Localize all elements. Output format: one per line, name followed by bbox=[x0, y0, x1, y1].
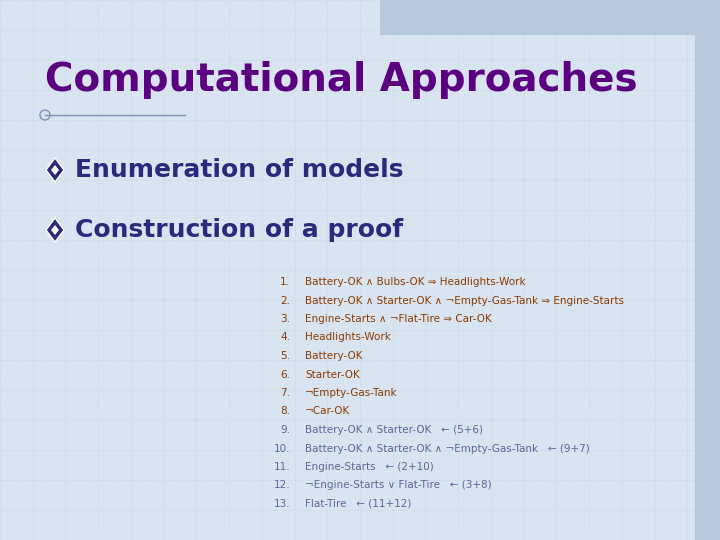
Text: 3.: 3. bbox=[280, 314, 290, 324]
Text: Battery-OK ∧ Starter-OK ∧ ¬Empty-Gas-Tank   ← (9+7): Battery-OK ∧ Starter-OK ∧ ¬Empty-Gas-Tan… bbox=[305, 443, 590, 454]
Bar bbox=[695, 35, 720, 540]
Text: 5.: 5. bbox=[280, 351, 290, 361]
Text: Headlights-Work: Headlights-Work bbox=[305, 333, 391, 342]
Text: Battery-OK ∧ Starter-OK ∧ ¬Empty-Gas-Tank ⇒ Engine-Starts: Battery-OK ∧ Starter-OK ∧ ¬Empty-Gas-Tan… bbox=[305, 295, 624, 306]
Text: 2.: 2. bbox=[280, 295, 290, 306]
Text: Engine-Starts ∧ ¬Flat-Tire ⇒ Car-OK: Engine-Starts ∧ ¬Flat-Tire ⇒ Car-OK bbox=[305, 314, 492, 324]
Text: Enumeration of models: Enumeration of models bbox=[75, 158, 403, 182]
Text: ¬Car-OK: ¬Car-OK bbox=[305, 407, 350, 416]
Text: Flat-Tire   ← (11+12): Flat-Tire ← (11+12) bbox=[305, 499, 411, 509]
Polygon shape bbox=[51, 165, 59, 175]
Text: Computational Approaches: Computational Approaches bbox=[45, 61, 638, 99]
Text: 1.: 1. bbox=[280, 277, 290, 287]
Text: 13.: 13. bbox=[274, 499, 290, 509]
Text: ¬Empty-Gas-Tank: ¬Empty-Gas-Tank bbox=[305, 388, 397, 398]
Text: 9.: 9. bbox=[280, 425, 290, 435]
Text: 8.: 8. bbox=[280, 407, 290, 416]
Text: 12.: 12. bbox=[274, 481, 290, 490]
Text: Starter-OK: Starter-OK bbox=[305, 369, 360, 380]
Text: Battery-OK ∧ Bulbs-OK ⇒ Headlights-Work: Battery-OK ∧ Bulbs-OK ⇒ Headlights-Work bbox=[305, 277, 526, 287]
Text: 6.: 6. bbox=[280, 369, 290, 380]
Text: Engine-Starts   ← (2+10): Engine-Starts ← (2+10) bbox=[305, 462, 433, 472]
Text: 10.: 10. bbox=[274, 443, 290, 454]
Text: ¬Engine-Starts ∨ Flat-Tire   ← (3+8): ¬Engine-Starts ∨ Flat-Tire ← (3+8) bbox=[305, 481, 492, 490]
Polygon shape bbox=[46, 218, 64, 242]
Bar bbox=[380, 0, 720, 35]
Text: 11.: 11. bbox=[274, 462, 290, 472]
Text: Construction of a proof: Construction of a proof bbox=[75, 218, 403, 242]
Polygon shape bbox=[46, 158, 64, 182]
Text: Battery-OK: Battery-OK bbox=[305, 351, 362, 361]
Text: 7.: 7. bbox=[280, 388, 290, 398]
Polygon shape bbox=[51, 225, 59, 235]
Text: 4.: 4. bbox=[280, 333, 290, 342]
Text: Battery-OK ∧ Starter-OK   ← (5+6): Battery-OK ∧ Starter-OK ← (5+6) bbox=[305, 425, 483, 435]
